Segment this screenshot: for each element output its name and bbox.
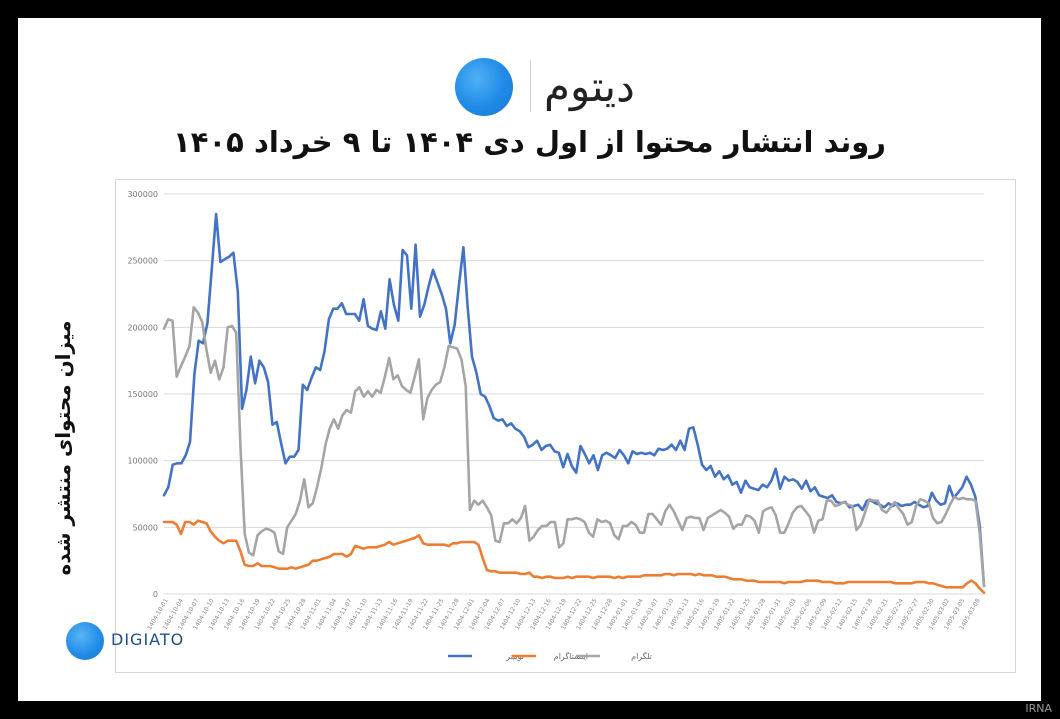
chart-title: روند انتشار محتوا از اول دی ۱۴۰۴ تا ۹ خر… bbox=[173, 125, 886, 159]
digiato-logo-icon bbox=[66, 622, 104, 660]
datom-logo-icon bbox=[455, 58, 513, 116]
series-line bbox=[162, 306, 986, 588]
y-axis-label: میزان محتوای منتشر شده bbox=[51, 320, 75, 576]
y-tick-label: 200000 bbox=[127, 323, 158, 332]
legend-label: تلگرام bbox=[631, 651, 652, 661]
chart-card: دیتوم روند انتشار محتوا از اول دی ۱۴۰۴ ت… bbox=[18, 18, 1041, 701]
legend-label: اینستاگرام bbox=[554, 651, 588, 661]
y-tick-label: 0 bbox=[153, 590, 158, 599]
y-tick-label: 100000 bbox=[127, 457, 158, 466]
y-tick-label: 300000 bbox=[127, 190, 158, 199]
y-tick-label: 250000 bbox=[127, 257, 158, 266]
series-line bbox=[162, 519, 986, 595]
watermark: IRNA bbox=[1025, 702, 1052, 715]
y-tick-label: 150000 bbox=[127, 390, 158, 399]
y-tick-label: 50000 bbox=[133, 523, 158, 532]
line-chart: 0500001000001500002000002500003000001404… bbox=[127, 190, 986, 661]
brand-name: دیتوم bbox=[544, 62, 635, 111]
brand-header: دیتوم bbox=[18, 48, 1041, 128]
brand-divider bbox=[530, 60, 531, 112]
plot-area: 0 50000 100000 150000 200000 250000 300000 1404… bbox=[115, 179, 1016, 673]
digiato-logo-text: DIGIATO bbox=[111, 630, 185, 649]
